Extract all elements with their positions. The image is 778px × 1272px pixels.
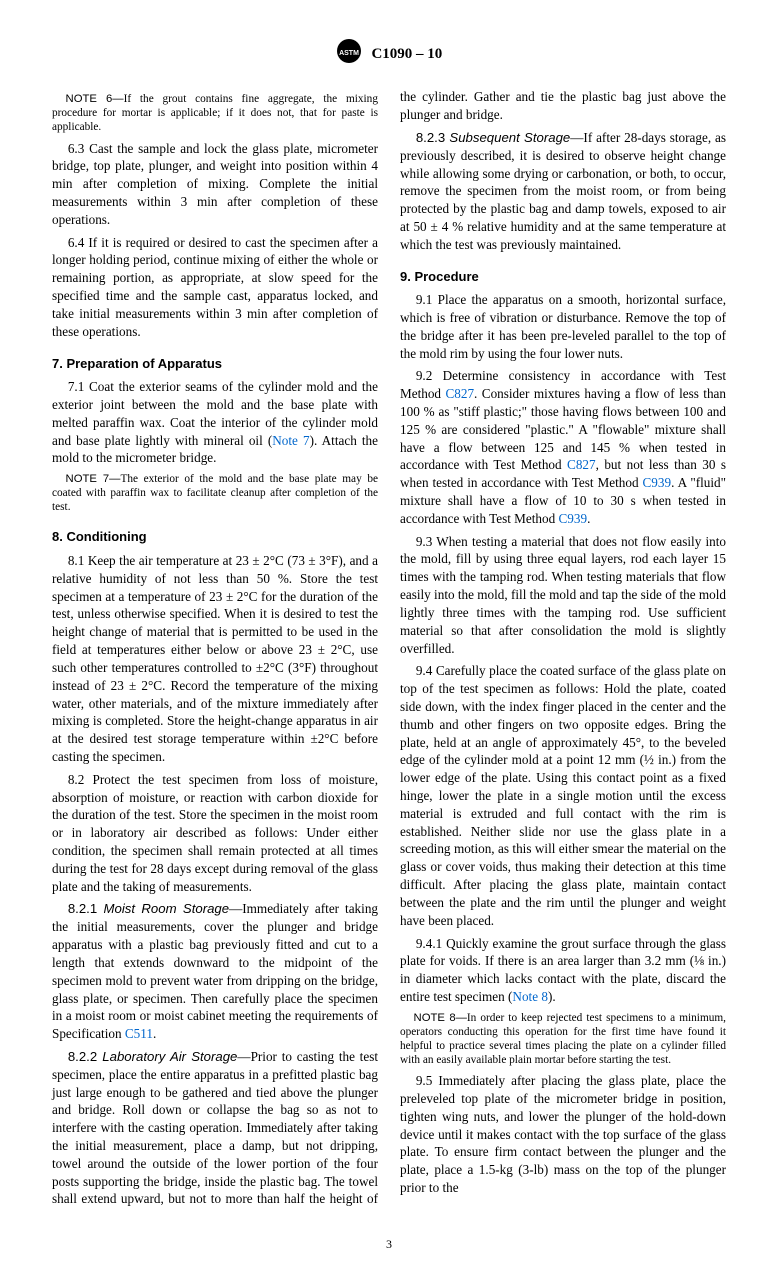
note-7-ref[interactable]: Note 7 <box>272 433 309 448</box>
note-8-label: NOTE 8— <box>414 1012 467 1024</box>
section-9-title: 9. Procedure <box>400 268 726 286</box>
c827-ref-1[interactable]: C827 <box>445 386 474 401</box>
page-number: 3 <box>52 1236 726 1252</box>
moist-room-storage-title: Moist Room Storage <box>104 901 230 916</box>
section-7-title: 7. Preparation of Apparatus <box>52 355 378 373</box>
para-9.4: 9.4 Carefully place the coated surface o… <box>400 662 726 929</box>
para-6.4: 6.4 If it is required or desired to cast… <box>52 234 378 341</box>
para-9.5: 9.5 Immediately after placing the glass … <box>400 1072 726 1197</box>
standard-designation: C1090 – 10 <box>371 44 442 64</box>
body-columns: NOTE 6—If the grout contains fine aggreg… <box>52 88 726 1208</box>
para-9.3: 9.3 When testing a material that does no… <box>400 533 726 658</box>
para-9.2: 9.2 Determine consistency in accordance … <box>400 367 726 527</box>
page-header: ASTM C1090 – 10 <box>52 38 726 70</box>
astm-logo: ASTM <box>336 38 362 70</box>
note-6-label: NOTE 6— <box>66 93 124 105</box>
note-8: NOTE 8—In order to keep rejected test sp… <box>400 1011 726 1067</box>
para-9.4.1: 9.4.1 Quickly examine the grout surface … <box>400 935 726 1006</box>
note-6: NOTE 6—If the grout contains fine aggreg… <box>52 92 378 134</box>
para-8.1: 8.1 Keep the air temperature at 23 ± 2°C… <box>52 552 378 766</box>
para-8.2.3: 8.2.3 Subsequent Storage—If after 28-day… <box>400 129 726 254</box>
section-8-title: 8. Conditioning <box>52 528 378 546</box>
para-8.2.1: 8.2.1 Moist Room Storage—Immediately aft… <box>52 900 378 1043</box>
c827-ref-2[interactable]: C827 <box>567 457 596 472</box>
para-7.1: 7.1 Coat the exterior seams of the cylin… <box>52 378 378 467</box>
c511-ref[interactable]: C511 <box>125 1026 153 1041</box>
note-7: NOTE 7—The exterior of the mold and the … <box>52 472 378 514</box>
subsequent-storage-title: Subsequent Storage <box>449 130 570 145</box>
c939-ref-2[interactable]: C939 <box>559 511 588 526</box>
para-6.3: 6.3 Cast the sample and lock the glass p… <box>52 140 378 229</box>
svg-text:ASTM: ASTM <box>339 50 359 57</box>
c939-ref-1[interactable]: C939 <box>643 475 672 490</box>
para-8.2: 8.2 Protect the test specimen from loss … <box>52 771 378 896</box>
note-7-label: NOTE 7— <box>66 473 121 485</box>
note-8-ref[interactable]: Note 8 <box>512 989 548 1004</box>
para-9.1: 9.1 Place the apparatus on a smooth, hor… <box>400 291 726 362</box>
lab-air-storage-title: Laboratory Air Storage <box>102 1049 237 1064</box>
